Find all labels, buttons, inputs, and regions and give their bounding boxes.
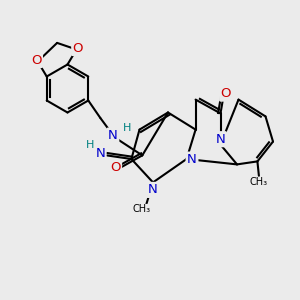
Text: H: H [123,122,131,133]
Text: O: O [73,41,83,55]
Text: O: O [220,87,231,100]
Text: N: N [95,147,105,161]
Text: O: O [110,161,121,174]
Text: N: N [216,133,225,146]
Text: N: N [148,183,157,196]
Text: N: N [108,129,118,142]
Text: H: H [86,140,94,150]
Text: O: O [31,53,41,67]
Text: CH₃: CH₃ [133,204,151,214]
Text: CH₃: CH₃ [250,177,268,188]
Text: N: N [187,153,197,166]
